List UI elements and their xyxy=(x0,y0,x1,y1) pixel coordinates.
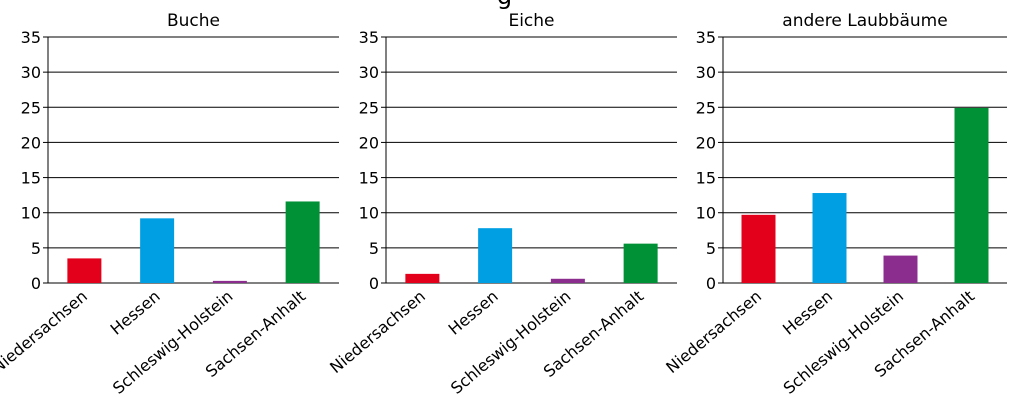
x-tick-label: Schleswig-Holstein xyxy=(780,287,907,397)
y-tick-label: 30 xyxy=(359,63,379,82)
y-tick-label: 20 xyxy=(696,133,716,152)
bar-schleswig-holstein xyxy=(883,255,918,283)
bar-sachsen-anhalt xyxy=(623,243,658,283)
y-tick-label: 15 xyxy=(21,169,41,188)
y-tick-label: 35 xyxy=(696,28,716,47)
y-tick-label: 5 xyxy=(706,239,716,258)
y-tick-label: 35 xyxy=(359,28,379,47)
figure-heading-partial: g xyxy=(0,0,1009,14)
bar-schleswig-holstein xyxy=(212,280,247,283)
bar-sachsen-anhalt xyxy=(285,201,320,283)
y-tick-label: 10 xyxy=(21,204,41,223)
y-tick-label: 30 xyxy=(696,63,716,82)
chart-title: Buche xyxy=(167,11,220,31)
y-tick-label: 15 xyxy=(696,169,716,188)
bar-hessen xyxy=(140,218,175,283)
x-tick-label: Schleswig-Holstein xyxy=(447,287,574,397)
bar-niedersachsen xyxy=(67,258,102,283)
bar-niedersachsen xyxy=(405,273,440,283)
x-tick-label: Hessen xyxy=(107,287,164,339)
x-tick-label: Niedersachsen xyxy=(326,287,429,378)
y-tick-label: 5 xyxy=(369,239,379,258)
y-tick-label: 0 xyxy=(706,274,716,293)
x-tick-label: Niedersachsen xyxy=(662,287,765,378)
chart-panel-1: Buche 0 5 10 15 20 25 30 35 Niedersachsen HessenSc… xyxy=(0,11,339,397)
bar-niedersachsen xyxy=(741,214,776,283)
x-tick-label: Hessen xyxy=(779,287,836,339)
y-tick-label: 20 xyxy=(359,133,379,152)
x-tick-label: Schleswig-Holstein xyxy=(109,287,236,397)
bar-hessen xyxy=(478,228,513,283)
y-tick-label: 10 xyxy=(696,204,716,223)
chart-title: andere Laubbäume xyxy=(782,11,947,31)
y-tick-label: 30 xyxy=(21,63,41,82)
figure-heading-text: g xyxy=(0,0,1009,10)
y-tick-label: 35 xyxy=(21,28,41,47)
y-tick-label: 25 xyxy=(696,98,716,117)
y-tick-label: 0 xyxy=(369,274,379,293)
bar-schleswig-holstein xyxy=(550,278,585,283)
x-tick-label: Niedersachsen xyxy=(0,287,91,378)
chart-panel-3: andere Laubbäume 0 5 10 15 20 25 30 35 Niedersach… xyxy=(662,11,1007,397)
y-tick-label: 20 xyxy=(21,133,41,152)
y-tick-label: 0 xyxy=(31,274,41,293)
bar-sachsen-anhalt xyxy=(954,107,989,283)
chart-panel-2: Eiche 0 5 10 15 20 25 30 35 Niedersachsen HessenSc… xyxy=(326,11,677,397)
chart-title: Eiche xyxy=(508,11,554,31)
x-tick-label: Hessen xyxy=(445,287,502,339)
y-tick-label: 25 xyxy=(21,98,41,117)
y-tick-label: 25 xyxy=(359,98,379,117)
y-tick-label: 15 xyxy=(359,169,379,188)
y-tick-label: 5 xyxy=(31,239,41,258)
y-tick-label: 10 xyxy=(359,204,379,223)
bar-hessen xyxy=(812,193,847,283)
